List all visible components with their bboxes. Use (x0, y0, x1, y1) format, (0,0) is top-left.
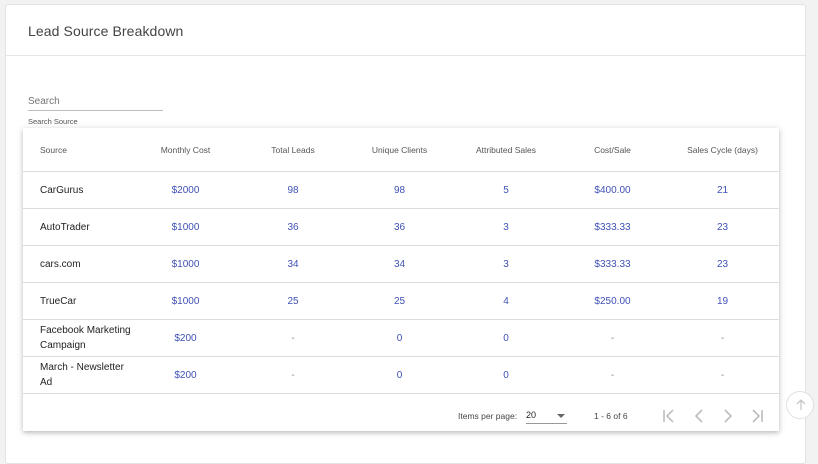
cell-cost-per-sale: - (559, 319, 666, 357)
cell-sales-cycle: 19 (666, 282, 779, 320)
chevron-left-icon (694, 409, 703, 423)
page-range-label: 1 - 6 of 6 (594, 411, 628, 421)
cell-sales-cycle: 23 (666, 245, 779, 283)
column-header-cost-per-sale[interactable]: Cost/Sale (559, 128, 666, 172)
arrow-up-icon (796, 399, 806, 410)
cell-source: March - Newsletter Ad (23, 356, 131, 394)
cell-monthly-cost: $200 (131, 319, 240, 357)
items-per-page-value: 20 (526, 410, 537, 420)
cell-sales-cycle: - (666, 319, 779, 357)
cell-cost-per-sale: $250.00 (559, 282, 666, 320)
cell-attributed-sales: 0 (453, 356, 559, 394)
chevron-right-icon (724, 409, 733, 423)
cell-unique-clients: 36 (346, 208, 453, 246)
first-page-button[interactable] (657, 404, 681, 428)
table-row: cars.com $1000 34 34 3 $333.33 23 (23, 245, 779, 283)
cell-source: cars.com (23, 245, 131, 283)
cell-cost-per-sale: $333.33 (559, 245, 666, 283)
column-header-sales-cycle[interactable]: Sales Cycle (days) (666, 128, 779, 172)
table-row: AutoTrader $1000 36 36 3 $333.33 23 (23, 208, 779, 246)
column-header-unique-clients[interactable]: Unique Clients (346, 128, 453, 172)
search-hint: Search Source (28, 117, 78, 126)
cell-sales-cycle: - (666, 356, 779, 394)
cell-total-leads: - (240, 356, 346, 394)
lead-source-table: Source Monthly Cost Total Leads Unique C… (23, 128, 779, 394)
cell-total-leads: - (240, 319, 346, 357)
column-header-monthly-cost[interactable]: Monthly Cost (131, 128, 240, 172)
last-page-button[interactable] (745, 404, 769, 428)
cell-cost-per-sale: $333.33 (559, 208, 666, 246)
cell-attributed-sales: 5 (453, 171, 559, 209)
cell-total-leads: 36 (240, 208, 346, 246)
column-header-source[interactable]: Source (23, 128, 131, 172)
search-field: Search Source (28, 91, 163, 126)
cell-cost-per-sale: $400.00 (559, 171, 666, 209)
cell-unique-clients: 25 (346, 282, 453, 320)
next-page-button[interactable] (716, 404, 740, 428)
cell-unique-clients: 34 (346, 245, 453, 283)
card-title: Lead Source Breakdown (28, 23, 184, 39)
dropdown-caret-icon (557, 414, 565, 418)
cell-total-leads: 98 (240, 171, 346, 209)
cell-attributed-sales: 3 (453, 208, 559, 246)
cell-source: TrueCar (23, 282, 131, 320)
cell-unique-clients: 0 (346, 356, 453, 394)
table-row: Facebook Marketing Campaign $200 - 0 0 -… (23, 319, 779, 357)
cell-monthly-cost: $200 (131, 356, 240, 394)
cell-monthly-cost: $2000 (131, 171, 240, 209)
cell-unique-clients: 0 (346, 319, 453, 357)
cell-source: AutoTrader (23, 208, 131, 246)
cell-source: Facebook Marketing Campaign (23, 319, 131, 357)
paginator: Items per page: 20 1 - 6 of 6 (23, 394, 779, 434)
cell-total-leads: 34 (240, 245, 346, 283)
cell-source: CarGurus (23, 171, 131, 209)
cell-sales-cycle: 23 (666, 208, 779, 246)
cell-attributed-sales: 3 (453, 245, 559, 283)
cell-monthly-cost: $1000 (131, 282, 240, 320)
items-per-page-label: Items per page: (458, 411, 518, 421)
cell-monthly-cost: $1000 (131, 208, 240, 246)
previous-page-button[interactable] (687, 404, 711, 428)
table-row: CarGurus $2000 98 98 5 $400.00 21 (23, 171, 779, 209)
table-header-row: Source Monthly Cost Total Leads Unique C… (23, 128, 779, 172)
table-row: TrueCar $1000 25 25 4 $250.00 19 (23, 282, 779, 320)
search-input[interactable] (28, 94, 163, 111)
cell-attributed-sales: 4 (453, 282, 559, 320)
column-header-total-leads[interactable]: Total Leads (240, 128, 346, 172)
cell-total-leads: 25 (240, 282, 346, 320)
cell-cost-per-sale: - (559, 356, 666, 394)
cell-attributed-sales: 0 (453, 319, 559, 357)
last-page-icon (752, 409, 763, 423)
first-page-icon (663, 409, 674, 423)
cell-unique-clients: 98 (346, 171, 453, 209)
column-header-attributed-sales[interactable]: Attributed Sales (453, 128, 559, 172)
scroll-to-top-button[interactable] (786, 391, 814, 419)
lead-source-table-card: Source Monthly Cost Total Leads Unique C… (23, 128, 779, 431)
cell-sales-cycle: 21 (666, 171, 779, 209)
card-header: Lead Source Breakdown (6, 5, 805, 56)
table-row: March - Newsletter Ad $200 - 0 0 - - (23, 356, 779, 394)
items-per-page-select[interactable]: 20 (526, 407, 567, 424)
cell-monthly-cost: $1000 (131, 245, 240, 283)
